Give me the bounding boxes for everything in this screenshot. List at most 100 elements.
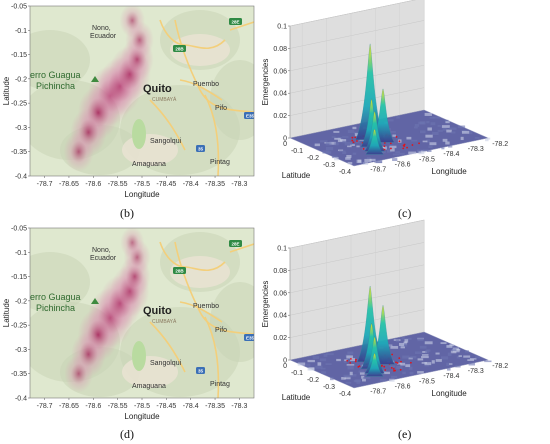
lon-tick-label-4: -78.3 <box>468 146 484 153</box>
floor-texture-9 <box>442 128 447 131</box>
floor-texture-14 <box>419 345 427 349</box>
floor-texture-32 <box>440 342 447 345</box>
floor-texture-47 <box>342 151 347 155</box>
place-puembo: Puembo <box>193 303 219 310</box>
terrain-5 <box>210 60 254 140</box>
route-28e-shield <box>229 18 242 25</box>
floor-texture-35 <box>441 125 450 128</box>
z-grid-4 <box>289 242 425 271</box>
place-guagua-2: Pichincha <box>36 303 75 313</box>
place-sangolqui: Sangolqui <box>150 360 182 367</box>
place-amaguana: Amaguana <box>132 383 166 390</box>
floor-texture-55 <box>387 119 394 122</box>
z-tick-label-2: 0.04 <box>273 313 287 320</box>
emergency-point-14 <box>351 136 354 139</box>
floor-texture-104 <box>400 346 405 349</box>
floor-texture-45 <box>361 147 368 150</box>
floor-texture-27 <box>421 362 428 364</box>
emergency-point-4 <box>406 146 408 149</box>
floor-texture-81 <box>417 337 424 342</box>
floor-texture-69 <box>458 355 462 357</box>
x-axis-label: Longitude <box>124 190 160 199</box>
emergency-point-24 <box>395 361 397 364</box>
lat-tick-label-0: 0 <box>283 363 287 370</box>
road-5 <box>229 243 254 253</box>
place-cumbaya: CUMBAYÁ <box>152 318 177 325</box>
floor-texture-44 <box>346 364 355 366</box>
lon-tick-label-2: -78.5 <box>419 378 435 385</box>
place-guagua-1: erro Guagua <box>30 292 81 302</box>
floor-texture-29 <box>422 140 428 143</box>
floor-texture-99 <box>404 339 409 343</box>
floor-texture-23 <box>322 150 330 154</box>
floor-texture-90 <box>339 139 347 142</box>
floor-texture-30 <box>446 367 451 371</box>
floor-texture-87 <box>359 372 365 375</box>
emergency-point-19 <box>392 368 395 370</box>
z-grid-1 <box>289 309 425 338</box>
lat-tick-label-2: -0.2 <box>307 377 319 384</box>
floor-texture-112 <box>350 357 356 362</box>
route-28b-label: 28B <box>175 269 184 274</box>
floor-texture-3 <box>342 140 347 144</box>
emergency-point-33 <box>389 142 392 145</box>
z-tick-label-3: 0.06 <box>273 290 287 297</box>
emergency-point-34 <box>395 136 398 138</box>
floor-texture-19 <box>457 125 466 129</box>
floor-texture-109 <box>369 158 376 161</box>
floor-texture-57 <box>419 130 426 134</box>
floor-texture-27 <box>338 149 344 152</box>
floor-texture-80 <box>319 358 327 362</box>
floor-texture-71 <box>448 145 453 148</box>
emergency-point-31 <box>356 140 358 142</box>
floor-texture-59 <box>410 355 417 359</box>
floor-texture-119 <box>421 354 429 356</box>
floor-texture-59 <box>449 127 457 130</box>
floor-texture-90 <box>402 355 410 359</box>
z-grid-1 <box>289 87 425 116</box>
lon-tick-label-2: -78.5 <box>419 156 435 163</box>
floor-texture-21 <box>329 141 336 145</box>
x-tick-label-8: -78.3 <box>231 403 247 410</box>
floor-texture-48 <box>455 365 461 368</box>
z-grid-5 <box>289 219 425 249</box>
floor-texture-14 <box>445 141 450 145</box>
floor-texture-107 <box>366 157 371 160</box>
floor-texture-36 <box>408 151 417 155</box>
lat-tick-label-1: -0.1 <box>291 148 303 155</box>
place-cumbaya: CUMBAYÁ <box>152 96 177 103</box>
lat-tick-label-3: -0.3 <box>323 162 335 169</box>
floor-texture-39 <box>468 362 476 366</box>
lon-axis-label: Longitude <box>432 389 468 398</box>
z-grid-2 <box>289 64 425 94</box>
emergency-point-39 <box>409 361 412 364</box>
y-tick-label-1: -0.1 <box>15 250 27 257</box>
floor-texture-94 <box>464 350 469 353</box>
floor-texture-88 <box>399 152 405 155</box>
floor-texture-99 <box>334 142 339 146</box>
park-area <box>132 119 146 149</box>
surface-chart-e: 0 0.02 0.04 0.06 0.08 0.1 0 -0.1 -0.2 -0.3 -0.4 -78… <box>261 219 508 402</box>
emergency-point-21 <box>354 360 357 363</box>
mountain-icon <box>91 76 99 82</box>
terrain-5 <box>210 282 254 362</box>
emergency-point-13 <box>402 147 405 150</box>
floor-texture-96 <box>461 130 470 134</box>
floor-texture-111 <box>391 361 397 364</box>
x-tick-label-8: -78.3 <box>231 181 247 188</box>
floor-texture-4 <box>356 381 360 384</box>
emergency-point-9 <box>398 140 401 143</box>
road-4 <box>179 79 223 101</box>
floor-texture-113 <box>396 365 403 370</box>
emergency-point-27 <box>355 358 357 361</box>
y-tick-label-0: -0.05 <box>11 4 27 11</box>
emergency-point-23 <box>384 369 387 371</box>
lon-tick-label-4: -78.3 <box>468 368 484 375</box>
floor-texture-5 <box>307 359 315 363</box>
floor-texture-51 <box>417 371 424 374</box>
floor-texture-3 <box>341 376 346 380</box>
lat-axis-label: Latitude <box>282 393 311 402</box>
floor-texture-105 <box>396 116 400 119</box>
floor-texture-84 <box>390 345 399 349</box>
floor-texture-54 <box>317 362 322 366</box>
